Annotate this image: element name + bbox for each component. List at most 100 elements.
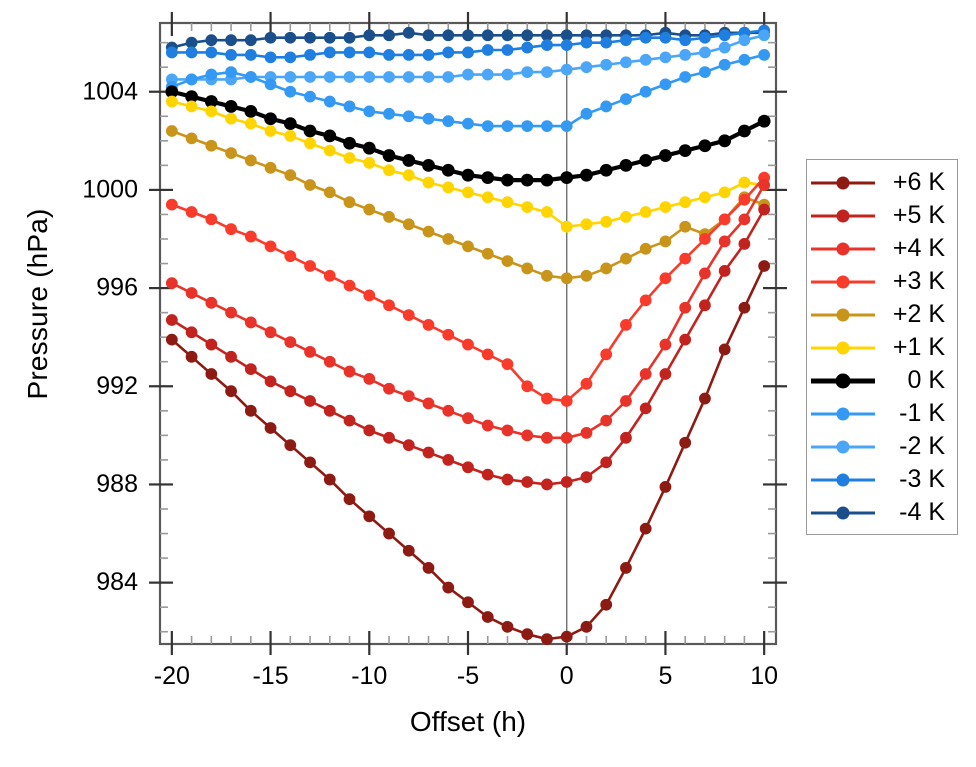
- data-point: [422, 112, 435, 125]
- data-point: [304, 260, 316, 272]
- data-point: [264, 78, 277, 91]
- data-point: [481, 419, 494, 432]
- data-point: [264, 375, 277, 388]
- series--1-k: [165, 49, 771, 132]
- legend-item--2k[interactable]: -2 K: [807, 430, 957, 463]
- data-point: [205, 46, 218, 59]
- legend-marker-icon: [836, 341, 850, 354]
- data-point: [560, 272, 573, 285]
- data-point: [383, 527, 395, 540]
- data-point: [205, 105, 218, 118]
- data-point: [481, 44, 494, 56]
- data-point: [402, 154, 416, 167]
- legend-item-+2k[interactable]: +2 K: [807, 298, 957, 331]
- data-point: [481, 468, 494, 481]
- legend-item-0k[interactable]: 0 K: [807, 364, 957, 397]
- data-point: [284, 439, 297, 452]
- data-point: [659, 481, 672, 493]
- series--3-k: [165, 24, 771, 64]
- data-point: [541, 431, 553, 444]
- data-point: [244, 104, 258, 118]
- data-point: [659, 78, 672, 91]
- data-point: [541, 633, 553, 645]
- data-point: [343, 365, 356, 378]
- data-point: [422, 71, 435, 83]
- legend-item-+4k[interactable]: +4 K: [807, 232, 957, 265]
- data-point: [363, 373, 376, 385]
- legend-item-+1k[interactable]: +1 K: [807, 331, 957, 364]
- legend-item-+5k[interactable]: +5 K: [807, 199, 957, 232]
- data-point: [679, 34, 692, 47]
- data-point: [244, 230, 257, 243]
- data-point: [422, 176, 435, 189]
- data-point: [304, 31, 316, 44]
- data-point: [461, 168, 475, 182]
- data-point: [659, 201, 672, 213]
- data-point: [521, 380, 534, 393]
- data-point: [323, 269, 336, 282]
- data-point: [383, 29, 395, 42]
- data-point: [323, 71, 336, 83]
- data-point: [224, 100, 238, 113]
- data-point: [363, 29, 376, 42]
- data-point: [699, 267, 711, 280]
- data-point: [501, 620, 514, 633]
- data-point: [244, 49, 257, 61]
- legend-item-+3k[interactable]: +3 K: [807, 265, 957, 298]
- data-point: [343, 414, 356, 427]
- data-point: [383, 211, 395, 223]
- data-point: [699, 392, 711, 405]
- data-point: [383, 164, 395, 177]
- data-point: [521, 120, 534, 132]
- data-point: [383, 107, 395, 120]
- data-point: [402, 110, 415, 123]
- legend-marker-icon: [836, 308, 850, 321]
- data-point: [402, 26, 415, 39]
- data-point: [462, 68, 474, 81]
- data-point: [225, 223, 237, 236]
- legend-marker-icon: [836, 506, 850, 519]
- data-point: [541, 120, 553, 132]
- data-point: [521, 476, 534, 488]
- data-point: [442, 71, 455, 83]
- data-point: [639, 206, 652, 218]
- data-point: [422, 49, 435, 61]
- data-point: [284, 51, 297, 64]
- legend-item--1k[interactable]: -1 K: [807, 397, 957, 430]
- data-point: [738, 53, 751, 66]
- data-point: [541, 478, 553, 491]
- data-point: [323, 129, 337, 143]
- data-point: [501, 424, 514, 437]
- data-point: [185, 36, 198, 49]
- data-point: [620, 93, 632, 105]
- data-point: [323, 473, 336, 486]
- y-tick-label: 988: [96, 470, 138, 498]
- chart-legend: +6 K +5 K +4 K +3 K +2 K +1 K 0 K -1 K -2 K -3 K -…: [806, 159, 958, 535]
- data-point: [600, 58, 613, 71]
- data-point: [462, 29, 474, 42]
- data-point: [521, 628, 534, 641]
- data-point: [363, 105, 376, 118]
- y-tick-label: 1000: [82, 176, 138, 204]
- data-point: [620, 319, 632, 331]
- legend-item--4k[interactable]: -4 K: [807, 496, 957, 529]
- data-point: [520, 173, 534, 187]
- data-point: [639, 242, 652, 255]
- data-point: [205, 296, 218, 309]
- data-point: [521, 66, 534, 78]
- data-point: [205, 338, 218, 351]
- legend-label: -2 K: [899, 432, 945, 460]
- legend-item-+6k[interactable]: +6 K: [807, 166, 957, 199]
- data-point: [599, 163, 613, 177]
- x-tick-label: -20: [154, 662, 190, 690]
- legend-item--3k[interactable]: -3 K: [807, 463, 957, 496]
- series-+5-k: [165, 203, 771, 491]
- data-point: [244, 316, 257, 329]
- data-point: [541, 269, 553, 282]
- data-point: [521, 201, 534, 213]
- data-point: [639, 31, 652, 44]
- data-point: [284, 71, 297, 83]
- data-point: [422, 397, 435, 410]
